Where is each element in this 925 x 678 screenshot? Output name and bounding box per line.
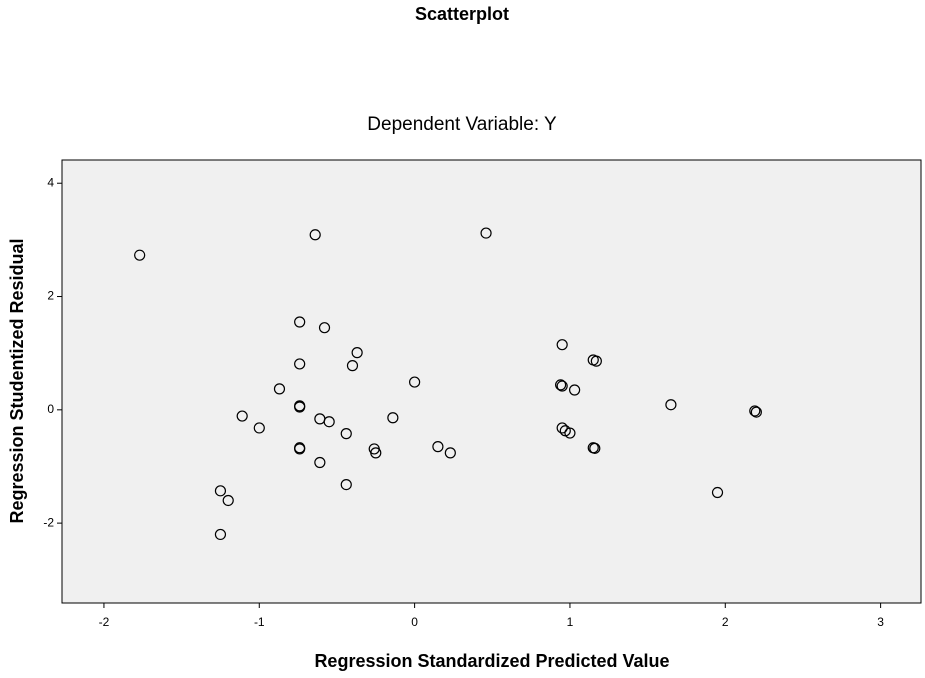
plot-area xyxy=(62,160,921,603)
y-tick-label: 0 xyxy=(47,402,54,416)
y-tick-label: 4 xyxy=(47,175,54,189)
x-tick-label: 1 xyxy=(567,615,574,629)
x-axis-label: Regression Standardized Predicted Value xyxy=(314,651,669,671)
y-axis-label: Regression Studentized Residual xyxy=(7,238,27,523)
x-tick-label: 2 xyxy=(722,615,729,629)
x-tick-label: 0 xyxy=(411,615,418,629)
x-tick-label: -1 xyxy=(254,615,265,629)
y-tick-label: -2 xyxy=(43,515,54,529)
chart-title: Scatterplot xyxy=(415,4,509,24)
chart: Scatterplot Dependent Variable: Y Regres… xyxy=(0,0,925,673)
x-tick-label: -2 xyxy=(99,615,110,629)
x-tick-label: 3 xyxy=(877,615,884,629)
chart-subtitle: Dependent Variable: Y xyxy=(367,114,557,135)
y-tick-label: 2 xyxy=(47,289,54,303)
